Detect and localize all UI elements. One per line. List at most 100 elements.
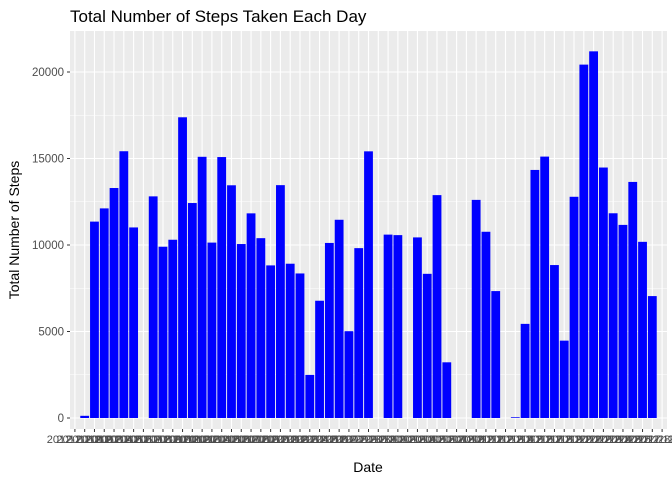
x-tick-label: 2012-10-27 bbox=[301, 434, 357, 446]
bar bbox=[510, 417, 520, 418]
bar bbox=[315, 300, 324, 418]
x-tick-label: 2012-11-24 bbox=[576, 434, 631, 446]
bar bbox=[148, 196, 158, 418]
bar bbox=[608, 213, 618, 418]
bar bbox=[491, 291, 501, 418]
y-tick-label: 20000 bbox=[32, 67, 64, 79]
x-tick-label: 2012-11-09 bbox=[429, 434, 484, 446]
x-tick-label: 2012-10-12 bbox=[154, 434, 210, 446]
x-tick-label: 2012-11-30 bbox=[634, 434, 672, 446]
x-tick-label: 2012-10-20 bbox=[233, 434, 289, 446]
bar bbox=[90, 221, 99, 418]
x-tick-label: 2012-11-04 bbox=[380, 434, 435, 446]
bar bbox=[207, 242, 217, 418]
x-tick-label: 2012-10-06 bbox=[96, 434, 152, 446]
x-tick-label: 2012-10-26 bbox=[291, 434, 347, 446]
x-tick-label: 2012-11-28 bbox=[615, 434, 670, 446]
x-tick-label: 2012-11-23 bbox=[566, 434, 621, 446]
bar bbox=[178, 117, 187, 419]
bar bbox=[432, 195, 442, 418]
x-tick-label: 2012-11-19 bbox=[527, 434, 582, 446]
x-tick-label: 2012-10-19 bbox=[223, 434, 279, 446]
x-tick-label: 2012-10-31 bbox=[340, 434, 396, 446]
x-tick-label: 2012-11-06 bbox=[399, 434, 454, 446]
bar bbox=[119, 151, 129, 418]
bar bbox=[471, 199, 481, 418]
x-tick-label: 2012-10-24 bbox=[272, 434, 328, 446]
bar bbox=[285, 263, 295, 418]
x-tick-label: 2012-10-11 bbox=[145, 434, 200, 446]
x-tick-label: 2012-11-25 bbox=[585, 434, 640, 446]
bar bbox=[638, 241, 647, 418]
bar bbox=[589, 51, 599, 418]
bar bbox=[99, 208, 109, 418]
x-tick-label: 2012-10-07 bbox=[105, 434, 161, 446]
bar bbox=[530, 169, 540, 418]
bar bbox=[413, 237, 422, 418]
bar bbox=[422, 273, 432, 418]
bar bbox=[187, 203, 197, 418]
x-tick-label: 2012-10-18 bbox=[213, 434, 269, 446]
x-tick-label: 2012-10-09 bbox=[125, 434, 181, 446]
bar bbox=[550, 265, 559, 418]
x-tick-label: 2012-10-23 bbox=[262, 434, 318, 446]
bar bbox=[334, 219, 344, 418]
bar bbox=[579, 64, 589, 418]
bar bbox=[227, 185, 236, 418]
x-tick-label: 2012-11-12 bbox=[458, 434, 513, 446]
bar bbox=[628, 181, 638, 418]
y-tick-label: 10000 bbox=[32, 240, 64, 252]
bar bbox=[354, 248, 364, 418]
x-tick-label: 2012-11-05 bbox=[390, 434, 445, 446]
x-tick-label: 2012-10-01 bbox=[47, 434, 103, 446]
bar bbox=[598, 167, 608, 418]
bar bbox=[647, 296, 657, 418]
x-tick-label: 2012-11-03 bbox=[370, 434, 425, 446]
bar bbox=[481, 231, 491, 418]
x-axis-title: Date bbox=[353, 459, 383, 475]
x-tick-label: 2012-11-15 bbox=[488, 434, 543, 446]
bar bbox=[109, 188, 119, 418]
x-tick-label: 2012-10-25 bbox=[282, 434, 338, 446]
y-axis-title: Total Number of Steps bbox=[6, 161, 22, 300]
bar bbox=[129, 227, 139, 418]
x-tick-label: 2012-11-02 bbox=[360, 434, 415, 446]
x-tick-label: 2012-11-21 bbox=[546, 434, 601, 446]
y-axis: 0 5000 10000 15000 20000 bbox=[32, 67, 70, 425]
x-tick-label: 2012-10-08 bbox=[115, 434, 171, 446]
x-tick-label: 2012-10-10 bbox=[135, 434, 191, 446]
y-tick-label: 5000 bbox=[38, 327, 64, 339]
x-tick-label: 2012-11-20 bbox=[537, 434, 592, 446]
bar bbox=[540, 156, 550, 419]
bar bbox=[256, 238, 266, 418]
x-tick-label: 2012-11-11 bbox=[449, 434, 504, 446]
bar bbox=[383, 234, 393, 418]
bar bbox=[197, 156, 207, 418]
x-tick-label: 2012-10-22 bbox=[252, 434, 308, 446]
bar bbox=[80, 415, 90, 418]
x-tick-label: 2012-11-01 bbox=[351, 434, 406, 446]
x-axis: 2012-10-012012-10-022012-10-032012-10-04… bbox=[47, 429, 672, 446]
bar bbox=[305, 374, 315, 418]
x-tick-label: 2012-10-21 bbox=[242, 434, 298, 446]
x-tick-label: 2012-10-03 bbox=[66, 434, 122, 446]
bar bbox=[246, 213, 256, 418]
x-tick-label: 2012-11-22 bbox=[556, 434, 611, 446]
x-tick-label: 2012-10-14 bbox=[174, 434, 230, 446]
bar bbox=[559, 340, 569, 418]
x-tick-label: 2012-11-26 bbox=[595, 434, 650, 446]
x-tick-label: 2012-10-15 bbox=[184, 434, 240, 446]
bar bbox=[344, 331, 354, 418]
x-tick-label: 2012-10-28 bbox=[311, 434, 367, 446]
bar bbox=[324, 242, 334, 418]
x-tick-label: 2012-11-10 bbox=[439, 434, 494, 446]
x-tick-label: 2012-10-13 bbox=[164, 434, 220, 446]
x-tick-label: 2012-10-16 bbox=[194, 434, 250, 446]
bar bbox=[266, 265, 276, 418]
x-tick-label: 2012-11-16 bbox=[497, 434, 552, 446]
x-tick-label: 2012-10-29 bbox=[321, 434, 377, 446]
bar bbox=[276, 185, 285, 418]
x-tick-label: 2012-11-07 bbox=[409, 434, 464, 446]
bar bbox=[217, 157, 227, 418]
